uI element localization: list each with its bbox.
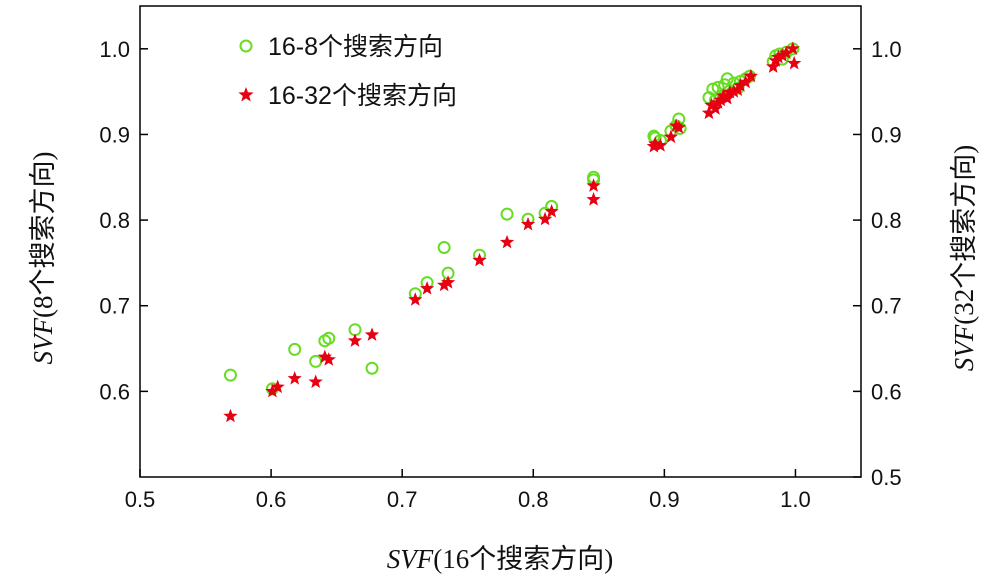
point-series-1 — [437, 277, 452, 292]
point-series-1 — [544, 204, 559, 218]
y-left-tick-label: 0.6 — [99, 379, 130, 404]
point-series-1 — [648, 136, 663, 150]
point-series-0 — [309, 354, 323, 368]
point-series-1 — [771, 49, 786, 64]
plot-frame — [139, 5, 862, 478]
y-right-tick-label: 0.6 — [871, 379, 902, 404]
point-series-1 — [701, 105, 717, 120]
point-series-1 — [726, 84, 741, 98]
y-left-tick-label: 0.9 — [99, 122, 130, 147]
point-series-0 — [500, 207, 514, 221]
point-series-1 — [733, 78, 748, 92]
point-series-1 — [586, 192, 601, 206]
point-series-0 — [223, 368, 237, 382]
point-series-1 — [270, 379, 285, 394]
y-right-tick-label: 1.0 — [871, 37, 902, 62]
x-tick-label: 0.5 — [125, 487, 156, 512]
point-series-1 — [472, 252, 487, 267]
y-axis-right: 0.5 0.6 0.7 0.8 0.9 1.0 — [853, 37, 902, 490]
y-right-tick-label: 0.8 — [871, 208, 902, 233]
y-axis-right-title-rest: (32个搜索方向) — [949, 145, 979, 325]
y-left-tick-label: 0.7 — [99, 294, 130, 319]
point-series-1 — [537, 211, 553, 226]
y-left-tick-label: 1.0 — [99, 37, 130, 62]
x-tick-label: 1.0 — [780, 487, 811, 512]
x-axis-title: SVF(16个搜索方向) — [387, 544, 613, 574]
point-series-1 — [671, 120, 686, 134]
point-series-1 — [708, 101, 723, 115]
y-axis-left: 0.6 0.7 0.8 0.9 1.0 — [99, 37, 148, 404]
x-axis-title-var: SVF — [387, 544, 434, 574]
point-series-0 — [720, 72, 734, 86]
point-series-1 — [716, 88, 731, 102]
point-series-1 — [720, 90, 735, 105]
legend-label-16-8: 16-8个搜索方向 — [268, 33, 443, 61]
point-series-1 — [321, 352, 336, 366]
point-series-1 — [440, 275, 456, 289]
point-series-1 — [287, 371, 302, 385]
point-series-1 — [265, 383, 280, 398]
point-series-1 — [317, 349, 332, 364]
y-right-tick-label: 0.5 — [871, 465, 902, 490]
legend-label-16-32: 16-32个搜索方向 — [268, 82, 457, 110]
x-tick-label: 0.7 — [387, 487, 418, 512]
point-series-1 — [586, 178, 601, 192]
x-tick-label: 0.9 — [649, 487, 680, 512]
point-series-1 — [520, 216, 536, 231]
point-series-1 — [419, 281, 435, 295]
point-series-0 — [365, 361, 379, 375]
point-series-1 — [704, 97, 719, 112]
point-series-0 — [288, 342, 302, 356]
y-left-tick-label: 0.8 — [99, 208, 130, 233]
point-series-0 — [711, 80, 725, 94]
data-points — [223, 41, 802, 423]
point-series-1 — [738, 74, 753, 89]
point-series-1 — [653, 138, 668, 152]
point-series-1 — [408, 292, 423, 306]
x-tick-label: 0.6 — [256, 487, 287, 512]
point-series-1 — [743, 68, 759, 83]
x-axis: 0.5 0.6 0.7 0.8 0.9 1.0 — [125, 469, 811, 512]
point-series-1 — [785, 41, 800, 55]
point-series-0 — [437, 240, 451, 254]
y-right-tick-label: 0.9 — [871, 122, 902, 147]
point-series-1 — [308, 374, 323, 389]
x-axis-title-rest: (16个搜索方向) — [433, 544, 613, 574]
legend-marker-circle — [239, 39, 253, 53]
point-series-1 — [364, 327, 380, 341]
point-series-1 — [499, 234, 515, 249]
y-axis-left-title: SVF(8个搜索方向) — [28, 152, 58, 365]
point-series-1 — [663, 129, 679, 144]
point-series-1 — [775, 48, 790, 62]
x-tick-label: 0.8 — [518, 487, 549, 512]
y-axis-right-title: SVF(32个搜索方向) — [949, 145, 979, 371]
point-series-1 — [223, 408, 238, 423]
point-series-1 — [779, 45, 794, 60]
y-axis-right-title-var: SVF — [949, 324, 979, 371]
point-series-1 — [347, 333, 363, 347]
y-axis-left-title-var: SVF — [28, 317, 58, 364]
point-series-0 — [322, 331, 336, 345]
y-right-tick-label: 0.7 — [871, 294, 902, 319]
y-axis-left-title-rest: (8个搜索方向) — [28, 152, 58, 318]
point-series-1 — [787, 55, 802, 70]
legend-marker-star — [238, 87, 254, 102]
point-series-1 — [766, 59, 781, 73]
legend: 16-8个搜索方向 16-32个搜索方向 — [238, 33, 457, 110]
